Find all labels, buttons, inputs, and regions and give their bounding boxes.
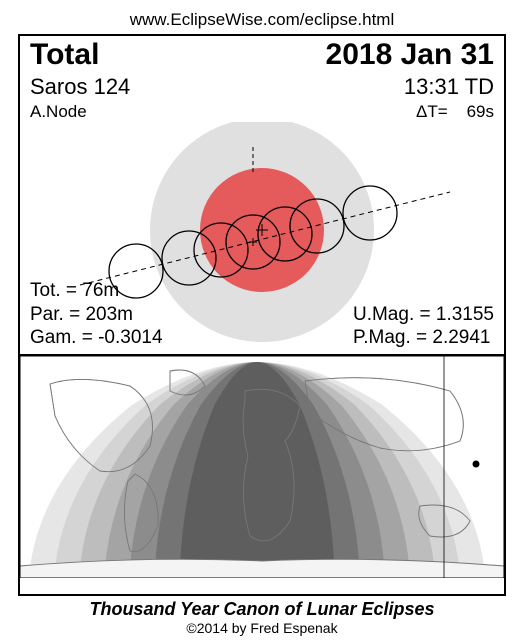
eclipse-type: Total bbox=[30, 38, 99, 72]
copyright-text: ©2014 by Fred Espenak bbox=[18, 620, 506, 636]
stats-left: Tot. = 76m Par. = 203m Gam. = -0.3014 bbox=[30, 279, 163, 350]
header-row-3: A.Node ΔT= 69s bbox=[20, 100, 504, 122]
delta-t-value: 69s bbox=[467, 102, 494, 121]
delta-t-label: ΔT= bbox=[416, 102, 448, 121]
caption-text: Thousand Year Canon of Lunar Eclipses bbox=[18, 599, 506, 620]
node-label: A.Node bbox=[30, 102, 87, 122]
stats-right: U.Mag. = 1.3155 P.Mag. = 2.2941 bbox=[353, 303, 494, 351]
eclipse-time: 13:31 TD bbox=[404, 74, 494, 100]
shadow-diagram: Tot. = 76m Par. = 203m Gam. = -0.3014 U.… bbox=[20, 122, 504, 354]
gamma: Gam. = -0.3014 bbox=[30, 326, 163, 350]
visibility-map-svg bbox=[20, 356, 504, 578]
par-duration: Par. = 203m bbox=[30, 303, 163, 327]
page-container: www.EclipseWise.com/eclipse.html Total 2… bbox=[0, 0, 524, 640]
visibility-map bbox=[20, 354, 504, 578]
delta-t: ΔT= 69s bbox=[416, 102, 494, 122]
eclipse-date: 2018 Jan 31 bbox=[326, 38, 494, 72]
header-row-2: Saros 124 13:31 TD bbox=[20, 72, 504, 100]
header-row-1: Total 2018 Jan 31 bbox=[20, 36, 504, 72]
eclipse-frame: Total 2018 Jan 31 Saros 124 13:31 TD A.N… bbox=[18, 34, 506, 596]
tot-duration: Tot. = 76m bbox=[30, 279, 163, 303]
source-url: www.EclipseWise.com/eclipse.html bbox=[18, 10, 506, 30]
saros-label: Saros 124 bbox=[30, 74, 130, 100]
umbral-mag: U.Mag. = 1.3155 bbox=[353, 303, 494, 327]
penumbral-mag: P.Mag. = 2.2941 bbox=[353, 326, 494, 350]
